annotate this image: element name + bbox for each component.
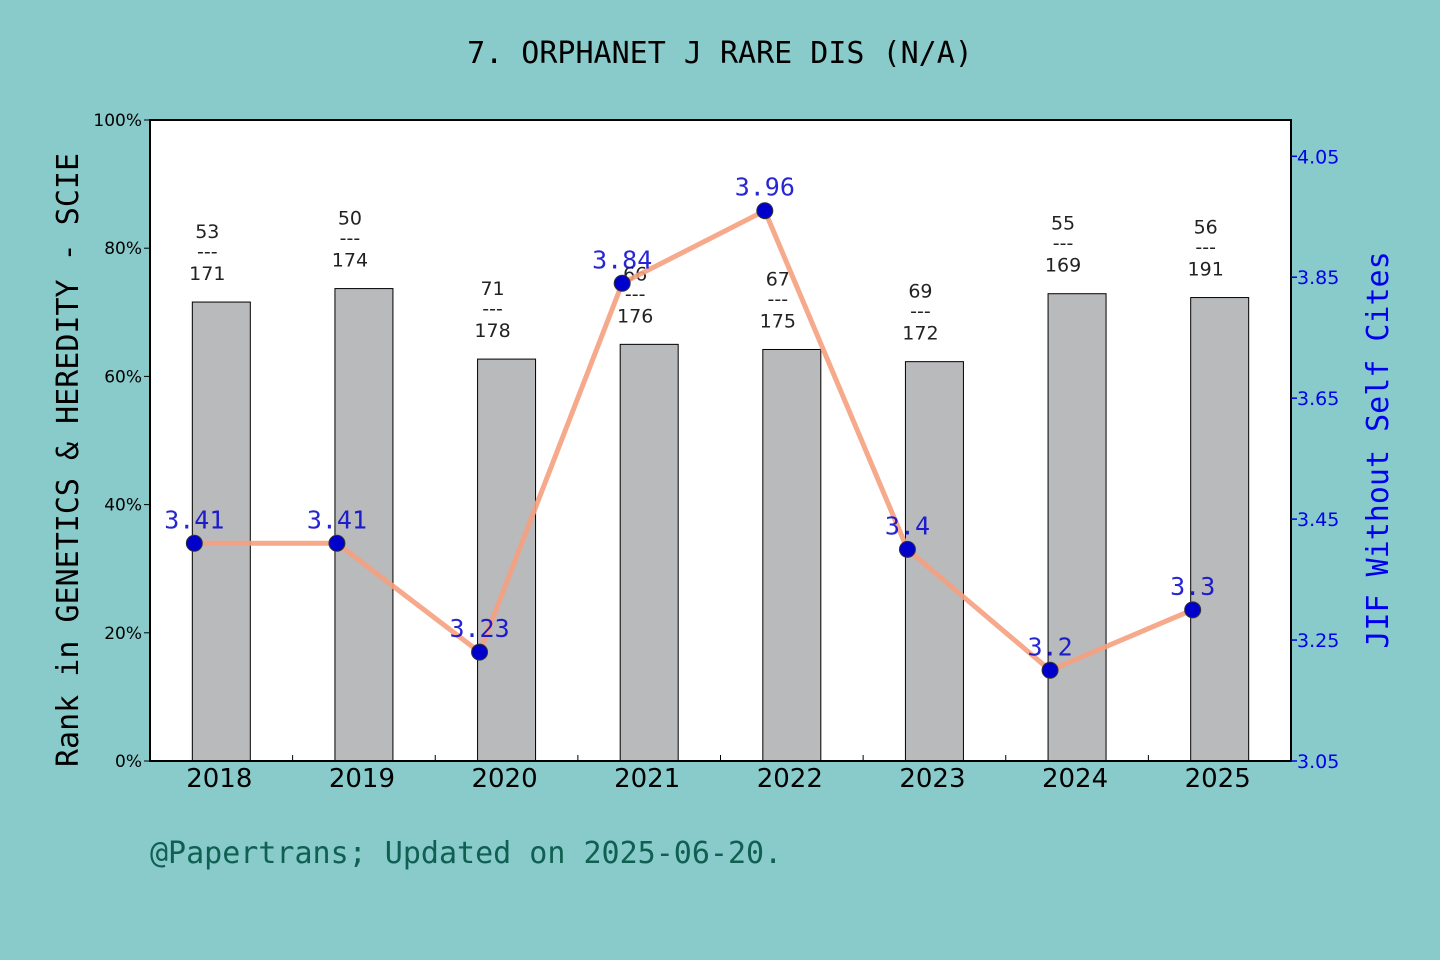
rank-label-2020: 71	[480, 278, 504, 300]
bar-2019	[334, 288, 394, 762]
rank-label-2025: 56	[1194, 217, 1218, 239]
right-tick-label: 3.45	[1297, 509, 1339, 531]
left-tick-label: 100%	[93, 111, 142, 131]
jif-line	[194, 208, 1194, 673]
plot-area	[150, 120, 1291, 761]
chart-title: 7. ORPHANET J RARE DIS (N/A)	[467, 36, 973, 71]
rank-label-2019: 50	[338, 208, 362, 230]
jif-point-2021	[613, 274, 631, 292]
rank-label-2023: 69	[908, 281, 932, 303]
jif-value-label-2020: 3.23	[449, 614, 509, 643]
rank-separator-2023: ---	[910, 301, 931, 323]
bar-2021	[619, 343, 679, 762]
left-tick-label: 40%	[104, 496, 142, 516]
rank-separator-2020: ---	[482, 298, 503, 320]
right-tick-label: 3.05	[1297, 751, 1339, 773]
rank-total-2018: 171	[189, 263, 225, 285]
right-tick-label: 3.65	[1297, 388, 1339, 410]
bar-2024	[1047, 293, 1107, 762]
rank-separator-2018: ---	[197, 241, 218, 263]
footer-note: @Papertrans; Updated on 2025-06-20.	[150, 836, 783, 871]
x-tick-label-2019: 2019	[329, 764, 395, 794]
rank-separator-2025: ---	[1195, 237, 1216, 259]
x-tick-label-2020: 2020	[471, 764, 537, 794]
left-tick-label: 20%	[104, 624, 142, 644]
x-tick-label-2022: 2022	[757, 764, 823, 794]
jif-value-label-2022: 3.96	[735, 173, 795, 202]
jif-point-2024	[1041, 661, 1059, 679]
bar-2020	[477, 358, 537, 762]
right-axis-label: JIF Without Self Cites	[1361, 251, 1396, 648]
rank-label-2024: 55	[1051, 213, 1075, 235]
left-tick-label: 60%	[104, 367, 142, 387]
bar-2018	[191, 301, 251, 762]
jif-point-2022	[756, 202, 774, 220]
rank-total-2020: 178	[474, 320, 510, 342]
jif-value-label-2019: 3.41	[307, 505, 367, 534]
bar-2022	[762, 348, 822, 762]
jif-point-2019	[328, 534, 346, 552]
x-tick-label-2023: 2023	[899, 764, 965, 794]
jif-value-label-2023: 3.4	[885, 511, 930, 540]
jif-value-label-2018: 3.41	[164, 505, 224, 534]
right-tick-label: 4.05	[1297, 146, 1339, 168]
x-tick-label-2025: 2025	[1185, 764, 1251, 794]
x-tick-label-2021: 2021	[614, 764, 680, 794]
jif-value-label-2021: 3.84	[592, 245, 652, 274]
bar-2023	[904, 361, 964, 762]
bar-2025	[1190, 297, 1250, 762]
jif-value-label-2025: 3.3	[1170, 572, 1215, 601]
jif-point-2020	[471, 643, 489, 661]
left-tick-label: 0%	[115, 752, 142, 772]
right-tick-label: 3.85	[1297, 267, 1339, 289]
rank-separator-2024: ---	[1053, 233, 1074, 255]
jif-point-2018	[185, 534, 203, 552]
rank-total-2021: 176	[617, 305, 653, 327]
jif-point-2023	[898, 540, 916, 558]
rank-separator-2019: ---	[340, 228, 361, 250]
rank-total-2023: 172	[902, 323, 938, 345]
rank-separator-2022: ---	[768, 288, 789, 310]
rank-total-2024: 169	[1045, 255, 1081, 277]
jif-point-2025	[1184, 601, 1202, 619]
jif-value-label-2024: 3.2	[1027, 632, 1072, 661]
rank-total-2022: 175	[760, 310, 796, 332]
left-tick-label: 80%	[104, 239, 142, 259]
left-axis-label: Rank in GENETICS & HEREDITY - SCIE	[51, 153, 86, 767]
rank-label-2022: 67	[766, 268, 790, 290]
rank-total-2019: 174	[332, 250, 368, 272]
rank-separator-2021: ---	[625, 283, 646, 305]
rank-label-2018: 53	[195, 221, 219, 243]
x-tick-label-2018: 2018	[186, 764, 252, 794]
right-tick-label: 3.25	[1297, 630, 1339, 652]
x-tick-label-2024: 2024	[1042, 764, 1108, 794]
rank-total-2025: 191	[1188, 259, 1224, 281]
